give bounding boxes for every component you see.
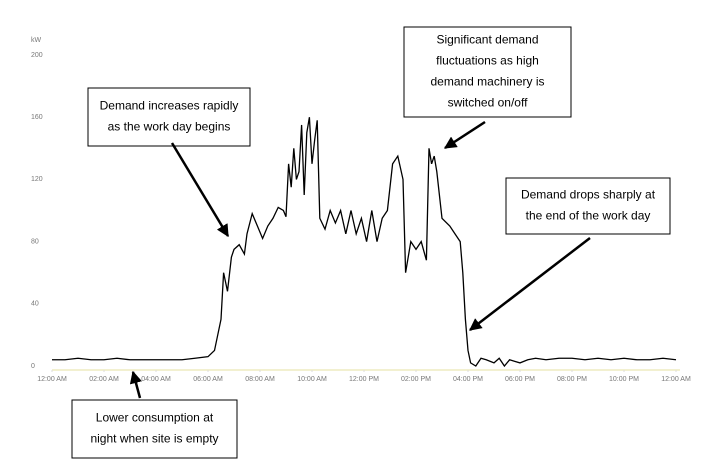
annotation-box	[87, 87, 251, 147]
annotation-text: the end of the work day	[526, 209, 651, 223]
annotation-text: as the work day begins	[108, 120, 231, 134]
y-tick-label: 40	[31, 301, 39, 308]
annotation-arrow	[170, 142, 230, 238]
annotation-box	[403, 26, 572, 118]
y-tick-label: 160	[31, 114, 43, 121]
annotation-arrow	[129, 370, 142, 399]
x-tick-label: 08:00 PM	[557, 376, 587, 383]
y-tick-label: 200	[31, 52, 43, 59]
annotation-text: Demand drops sharply at	[521, 188, 656, 202]
x-tick-label: 10:00 AM	[297, 376, 327, 383]
annotation-arrow	[443, 120, 486, 150]
annotation-text: demand machinery is	[430, 75, 544, 89]
annotation-text: night when site is empty	[90, 432, 218, 446]
x-tick-label: 04:00 PM	[453, 376, 483, 383]
y-tick-label: 120	[31, 176, 43, 183]
y-tick-label: 80	[31, 238, 39, 245]
x-tick-label: 04:00 AM	[141, 376, 171, 383]
annotation-text: Lower consumption at	[96, 411, 214, 425]
demand-line	[52, 117, 677, 368]
x-tick-label: 08:00 AM	[245, 376, 275, 383]
x-tick-label: 02:00 PM	[401, 376, 431, 383]
annotation-box	[505, 177, 671, 235]
x-tick-label: 12:00 PM	[349, 376, 379, 383]
annotation-text: switched on/off	[448, 96, 528, 110]
x-tick-label: 06:00 AM	[193, 376, 223, 383]
x-tick-label: 06:00 PM	[505, 376, 535, 383]
annotation-text: fluctuations as high	[436, 54, 539, 68]
y-axis-label: kW	[31, 37, 42, 44]
annotation-text: Demand increases rapidly	[100, 99, 239, 113]
annotation-box	[71, 399, 238, 459]
annotation-arrow	[469, 237, 591, 331]
y-tick-label: 0	[31, 363, 35, 370]
x-tick-label: 12:00 AM	[37, 376, 67, 383]
x-tick-label: 02:00 AM	[89, 376, 119, 383]
annotation-text: Significant demand	[436, 33, 538, 47]
x-tick-label: 12:00 AM	[661, 376, 691, 383]
x-tick-label: 10:00 PM	[609, 376, 639, 383]
